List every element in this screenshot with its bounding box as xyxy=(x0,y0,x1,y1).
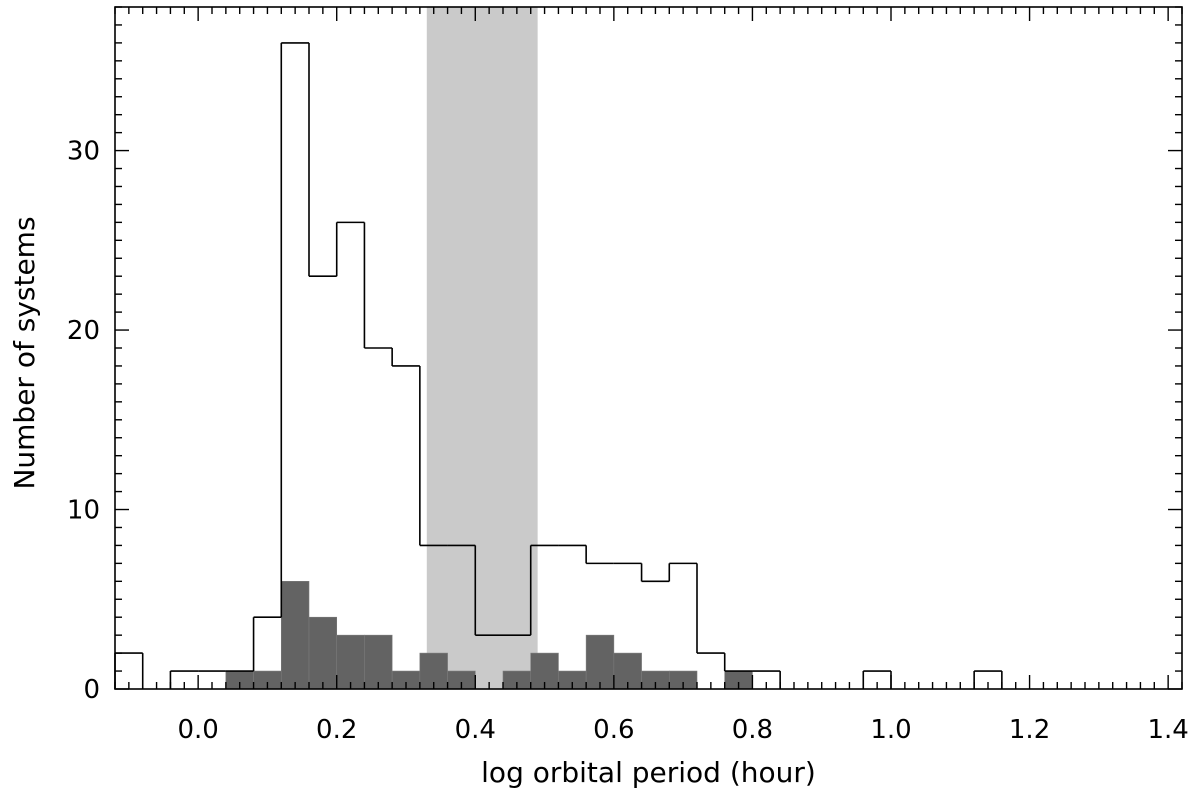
filled-bar xyxy=(308,616,338,690)
x-tick-label: 1.2 xyxy=(1009,715,1050,745)
outline-bin-step xyxy=(474,545,503,636)
outline-histogram-series xyxy=(114,42,1003,689)
outline-bin-step xyxy=(335,221,365,277)
outline-bin-step xyxy=(668,562,697,582)
x-tick-label: 0.6 xyxy=(593,715,634,745)
outline-bin-step xyxy=(696,563,725,654)
filled-bar xyxy=(364,634,393,690)
outline-bin-step xyxy=(308,42,337,278)
x-tick-label: 1.0 xyxy=(870,715,911,745)
x-tick-label: 0.0 xyxy=(177,715,218,745)
x-tick-label: 0.8 xyxy=(732,715,773,745)
x-tick-label: 1.4 xyxy=(1147,715,1188,745)
outline-bin-step xyxy=(585,545,614,565)
outline-bin-step xyxy=(419,365,448,547)
axis-ticks xyxy=(114,6,1183,690)
y-tick-label: 20 xyxy=(67,316,100,346)
outline-bin-step xyxy=(640,563,670,583)
y-axis-label: Number of systems xyxy=(8,216,41,489)
tick-labels: 0.0 0.2 0.4 0.6 0.8 1.0 1.2 1.4 0 10 20 30 xyxy=(67,137,1189,745)
outline-bin-step xyxy=(280,42,309,618)
x-tick-label: 0.4 xyxy=(455,715,496,745)
shaded-period-gap-region xyxy=(426,7,538,689)
filled-bar xyxy=(336,634,365,690)
x-tick-label: 0.2 xyxy=(316,715,357,745)
plot-frame xyxy=(114,6,1183,690)
y-tick-label: 0 xyxy=(83,675,100,705)
outline-bin-step xyxy=(529,544,559,636)
filled-bar xyxy=(280,581,310,690)
filled-histogram-series xyxy=(225,581,753,690)
outline-bin-step xyxy=(723,653,753,672)
shaded-region xyxy=(426,7,538,689)
y-tick-label: 30 xyxy=(67,137,100,167)
outline-bin-step xyxy=(252,616,282,672)
outline-bin-step xyxy=(363,222,393,349)
plot-border xyxy=(114,6,1183,690)
filled-bar xyxy=(585,634,615,690)
x-axis-label: log orbital period (hour) xyxy=(481,756,816,789)
outline-bin-step xyxy=(391,348,420,367)
y-tick-label: 10 xyxy=(67,496,100,526)
